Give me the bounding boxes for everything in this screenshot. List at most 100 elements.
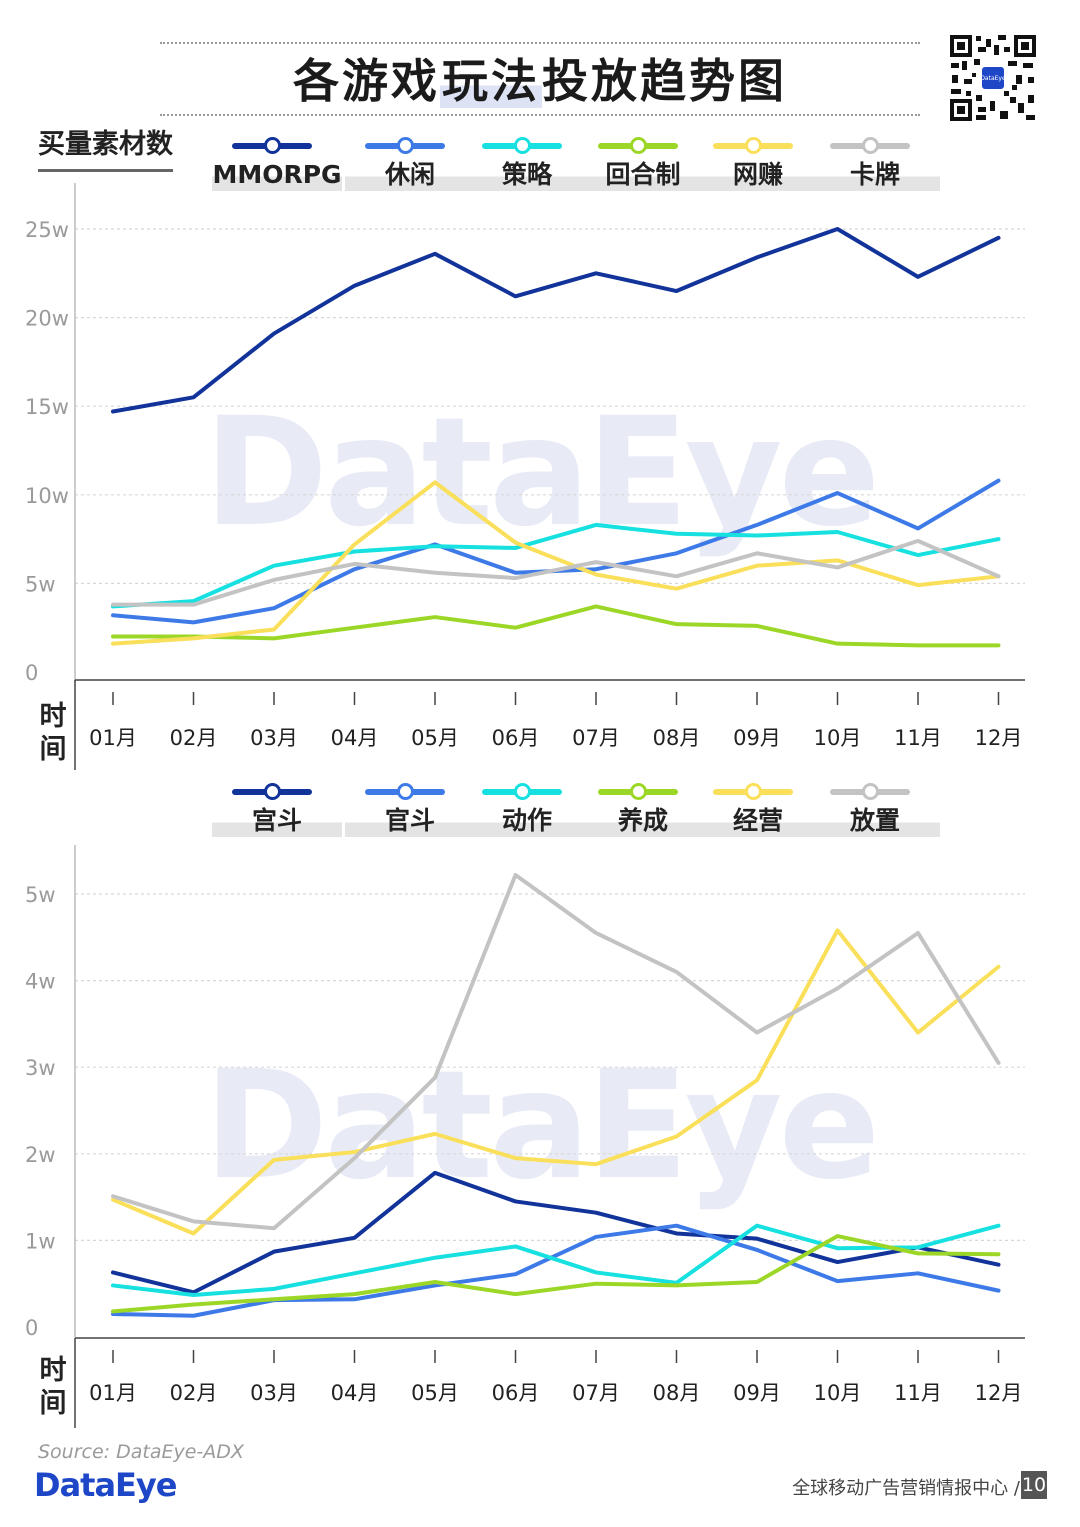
x-tick-label: 10月 xyxy=(814,726,862,750)
series-line xyxy=(111,1170,1001,1295)
x-tick-label: 06月 xyxy=(492,726,540,750)
legend-marker-icon xyxy=(745,137,762,154)
title-divider-top xyxy=(160,42,920,44)
y-tick-label: 0 xyxy=(25,661,38,685)
legend-item: 卡牌 xyxy=(810,135,940,195)
x-tick-label: 04月 xyxy=(331,726,379,750)
x-tick-label: 07月 xyxy=(572,726,620,750)
series-line xyxy=(111,604,1001,648)
x-tick-label: 02月 xyxy=(170,1381,218,1405)
legend-item: 休闲 xyxy=(345,135,475,195)
legend-marker-icon xyxy=(862,783,879,800)
x-tick-label: 03月 xyxy=(250,1381,298,1405)
y-tick-label: 3w xyxy=(25,1056,56,1080)
time-axis-label-1: 时 间 xyxy=(37,700,69,766)
legend-item: 动作 xyxy=(462,781,592,841)
legend-marker-icon xyxy=(397,783,414,800)
x-tick-label: 06月 xyxy=(492,1381,540,1405)
legend-label: 宫斗 xyxy=(212,805,342,837)
series-line xyxy=(111,1234,1001,1314)
series-line xyxy=(111,1223,1001,1318)
legend-marker-icon xyxy=(862,137,879,154)
legend-marker-icon xyxy=(514,783,531,800)
legend-marker-icon xyxy=(630,137,647,154)
x-tick-label: 01月 xyxy=(89,726,137,750)
series-line xyxy=(111,227,1001,414)
y-tick-label: 10w xyxy=(25,484,69,508)
footer-separator: / xyxy=(1013,1478,1020,1499)
chart-subtitle: 买量素材数 xyxy=(38,122,173,172)
time-axis-char: 时 xyxy=(39,701,67,732)
legend-item: 官斗 xyxy=(345,781,475,841)
qr-code-icon: DataEye xyxy=(948,33,1038,123)
y-tick-label: 2w xyxy=(25,1143,56,1167)
series-line xyxy=(111,538,1001,607)
x-tick-label: 04月 xyxy=(331,1381,379,1405)
legend-label: 策略 xyxy=(462,159,592,191)
y-tick-label: 20w xyxy=(25,307,69,331)
x-tick-label: 05月 xyxy=(411,1381,459,1405)
legend-label: 休闲 xyxy=(345,159,475,191)
legend-item: 策略 xyxy=(462,135,592,195)
legend-marker-icon xyxy=(630,783,647,800)
page-title: 各游戏玩法投放趋势图 xyxy=(160,48,920,114)
legend-chart-1: MMORPG 休闲 策略 回合制 网赚 卡牌 xyxy=(0,135,1080,195)
series-line xyxy=(111,872,1001,1231)
x-tick-label: 09月 xyxy=(733,726,781,750)
legend-label: 网赚 xyxy=(693,159,823,191)
legend-label: 卡牌 xyxy=(810,159,940,191)
legend-chart-2: 宫斗 官斗 动作 养成 经营 放置 xyxy=(0,781,1080,841)
time-axis-char: 间 xyxy=(39,734,67,765)
x-tick-label: 12月 xyxy=(975,1381,1023,1405)
footer-name-text: 全球移动广告营销情报中心 xyxy=(792,1478,1009,1499)
y-tick-label: 5w xyxy=(25,572,56,596)
series-line xyxy=(111,1223,1001,1297)
time-axis-char: 间 xyxy=(39,1388,67,1419)
title-part-2: 投放趋势图 xyxy=(542,54,787,108)
x-tick-label: 12月 xyxy=(975,726,1023,750)
series-line xyxy=(111,928,1001,1236)
time-axis-label-2: 时 间 xyxy=(37,1354,69,1420)
x-tick-label: 08月 xyxy=(653,1381,701,1405)
legend-item: 经营 xyxy=(693,781,823,841)
footer-center-name: 全球移动广告营销情报中心 / xyxy=(792,1474,1020,1500)
line-chart-2: DataEye 0 1w 2w 3w 4w 5w 01月 02月 03月 04月 05月 06月 07月 0… xyxy=(25,845,1025,1428)
title-divider-bottom xyxy=(160,114,920,116)
series-line xyxy=(111,522,1001,609)
legend-item: 养成 xyxy=(578,781,708,841)
legend-item: 宫斗 xyxy=(212,781,342,841)
y-tick-label: 1w xyxy=(25,1229,56,1253)
x-tick-label: 05月 xyxy=(411,726,459,750)
source-note: Source: DataEye-ADX xyxy=(38,1441,244,1463)
brand-logo: DataEye xyxy=(34,1466,177,1504)
x-tick-label: 11月 xyxy=(894,726,942,750)
legend-label: 回合制 xyxy=(578,159,708,191)
x-tick-label: 10月 xyxy=(814,1381,862,1405)
x-tick-label: 09月 xyxy=(733,1381,781,1405)
legend-label: 养成 xyxy=(578,805,708,837)
legend-marker-icon xyxy=(745,783,762,800)
y-tick-label: 4w xyxy=(25,970,56,994)
legend-label: 经营 xyxy=(693,805,823,837)
y-tick-label: 5w xyxy=(25,883,56,907)
legend-item: 网赚 xyxy=(693,135,823,195)
legend-label: 动作 xyxy=(462,805,592,837)
legend-marker-icon xyxy=(264,137,281,154)
watermark-text: DataEye xyxy=(204,1039,877,1213)
y-tick-label: 15w xyxy=(25,395,69,419)
legend-marker-icon xyxy=(514,137,531,154)
x-tick-label: 02月 xyxy=(170,726,218,750)
y-tick-label: 0 xyxy=(25,1316,38,1340)
legend-label: MMORPG xyxy=(212,159,342,191)
x-tick-label: 07月 xyxy=(572,1381,620,1405)
title-part-1: 各游戏 xyxy=(293,54,440,108)
legend-item: 放置 xyxy=(810,781,940,841)
time-axis-char: 时 xyxy=(39,1355,67,1386)
x-tick-label: 11月 xyxy=(894,1381,942,1405)
x-tick-label: 01月 xyxy=(89,1381,137,1405)
title-highlight: 玩法 xyxy=(440,54,542,108)
watermark-text: DataEye xyxy=(204,386,877,560)
x-tick-label: 03月 xyxy=(250,726,298,750)
svg-text:DataEye: DataEye xyxy=(980,75,1006,82)
legend-marker-icon xyxy=(397,137,414,154)
